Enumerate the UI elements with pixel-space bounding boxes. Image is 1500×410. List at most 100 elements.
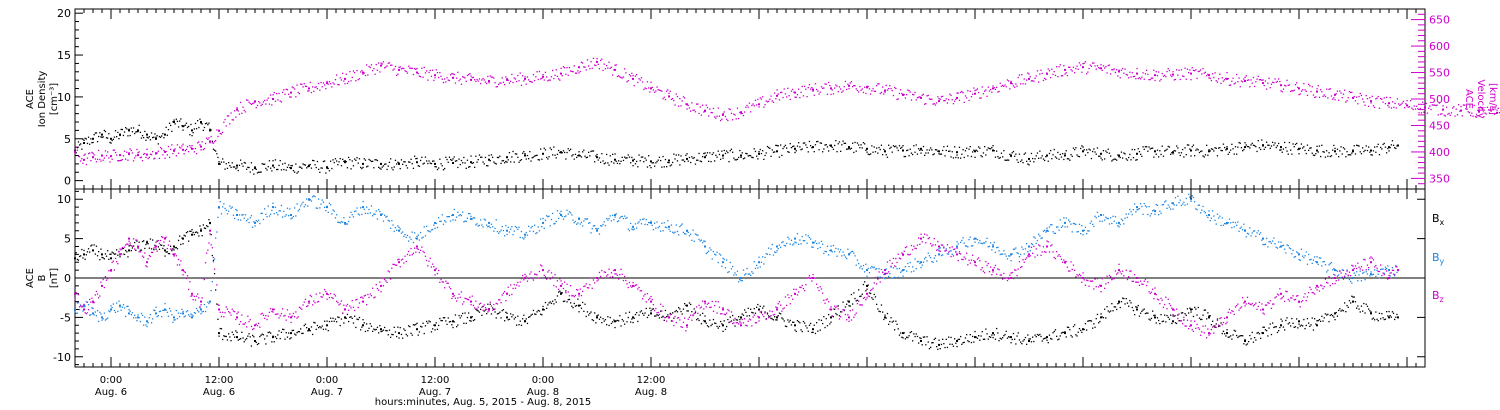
- by-point: [218, 206, 220, 209]
- velocity-point: [159, 146, 162, 149]
- bx-point: [226, 339, 229, 341]
- density-point: [871, 145, 873, 147]
- density-point: [101, 136, 103, 139]
- by-point: [1252, 230, 1255, 232]
- velocity-point: [703, 111, 705, 113]
- bx-point: [122, 247, 125, 250]
- by-point: [182, 312, 184, 315]
- bx-point: [948, 336, 950, 338]
- velocity-point: [331, 86, 333, 88]
- bx-point: [984, 338, 986, 340]
- velocity-point: [1099, 67, 1101, 70]
- density-point: [1050, 149, 1052, 152]
- velocity-point: [588, 65, 590, 67]
- bx-point: [968, 341, 970, 343]
- velocity-point: [1148, 79, 1150, 81]
- velocity-point: [1102, 65, 1105, 67]
- density-point: [1250, 144, 1252, 146]
- density-point: [86, 142, 89, 145]
- velocity-point: [127, 159, 129, 161]
- velocity-point: [1452, 107, 1454, 109]
- bx-point: [312, 333, 314, 336]
- bx-point: [260, 334, 262, 336]
- velocity-point: [1167, 68, 1169, 70]
- density-point: [83, 142, 85, 144]
- bx-point: [1322, 320, 1324, 322]
- density-point: [876, 147, 878, 149]
- bx-point: [673, 317, 675, 319]
- bx-point: [1143, 308, 1145, 310]
- velocity-point: [361, 69, 363, 72]
- by-point: [1230, 222, 1232, 224]
- density-point: [1184, 147, 1186, 149]
- density-point: [1272, 141, 1274, 143]
- density-point: [1352, 149, 1354, 151]
- velocity-point: [191, 145, 193, 147]
- by-point: [374, 213, 376, 215]
- velocity-point: [823, 87, 825, 89]
- velocity-point: [434, 74, 436, 77]
- by-point: [465, 220, 467, 222]
- bx-point: [85, 254, 87, 256]
- velocity-point: [506, 78, 508, 81]
- by-point: [1099, 220, 1101, 222]
- by-point: [1200, 212, 1202, 214]
- velocity-point: [1236, 73, 1238, 76]
- density-point: [530, 160, 532, 162]
- by-point: [1158, 214, 1160, 216]
- velocity-point: [780, 91, 782, 94]
- bx-point: [84, 258, 86, 260]
- by-point: [422, 236, 424, 238]
- velocity-point: [1077, 68, 1079, 70]
- velocity-point: [168, 156, 171, 159]
- density-point: [326, 166, 328, 169]
- density-point: [442, 169, 445, 171]
- bx-point: [1035, 336, 1037, 338]
- density-point: [396, 163, 398, 165]
- velocity-point: [1360, 94, 1363, 96]
- density-point: [1228, 151, 1231, 153]
- by-point: [518, 226, 520, 228]
- bx-point: [128, 249, 130, 252]
- velocity-point: [1248, 79, 1250, 81]
- velocity-point: [860, 89, 862, 91]
- density-point: [1057, 151, 1059, 154]
- bx-point: [1046, 339, 1048, 341]
- by-point: [1160, 212, 1162, 214]
- density-point: [75, 152, 77, 154]
- by-point: [567, 213, 569, 215]
- density-point: [535, 154, 537, 157]
- by-point: [933, 257, 935, 259]
- by-point: [488, 225, 490, 227]
- velocity-point: [282, 91, 284, 93]
- velocity-point: [1375, 98, 1377, 100]
- bx-point: [1298, 320, 1300, 323]
- velocity-point: [1213, 76, 1215, 79]
- bx-point: [643, 314, 645, 316]
- velocity-point: [1348, 91, 1351, 93]
- by-point: [1237, 221, 1239, 223]
- velocity-point: [199, 144, 201, 146]
- velocity-point: [1064, 68, 1066, 71]
- density-point: [493, 161, 495, 163]
- bx-point: [382, 329, 385, 331]
- bx-point: [247, 335, 249, 337]
- velocity-point: [1017, 76, 1019, 79]
- by-point: [1234, 221, 1237, 224]
- velocity-point: [862, 91, 865, 94]
- bx-point: [1125, 298, 1127, 300]
- bx-point: [847, 300, 849, 302]
- by-point: [163, 309, 165, 311]
- velocity-point: [1194, 70, 1196, 72]
- by-point: [560, 214, 562, 216]
- density-point: [200, 121, 202, 123]
- velocity-point: [1048, 70, 1051, 72]
- by-point: [624, 215, 626, 217]
- density-point: [1017, 161, 1019, 163]
- bx-point: [1266, 330, 1268, 332]
- velocity-point: [313, 90, 315, 92]
- velocity-point: [1226, 72, 1228, 74]
- density-point: [209, 128, 211, 130]
- by-point: [1060, 226, 1063, 228]
- velocity-point: [1297, 86, 1299, 88]
